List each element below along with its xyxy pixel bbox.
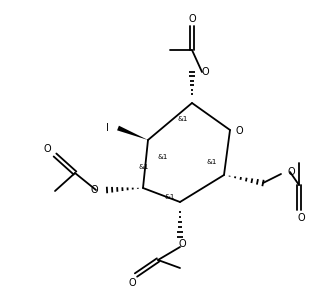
Text: &1: &1 (165, 194, 175, 200)
Text: O: O (43, 144, 51, 154)
Text: O: O (188, 14, 196, 24)
Text: O: O (201, 67, 209, 77)
Text: O: O (178, 239, 186, 249)
Text: &1: &1 (207, 159, 217, 165)
Text: O: O (297, 213, 305, 223)
Polygon shape (117, 126, 148, 140)
Text: I: I (106, 123, 109, 133)
Text: O: O (128, 278, 136, 288)
Text: O: O (287, 167, 295, 177)
Text: &1: &1 (158, 154, 168, 160)
Text: O: O (235, 126, 243, 136)
Text: &1: &1 (139, 164, 149, 170)
Text: O: O (90, 185, 98, 195)
Text: &1: &1 (178, 116, 188, 122)
